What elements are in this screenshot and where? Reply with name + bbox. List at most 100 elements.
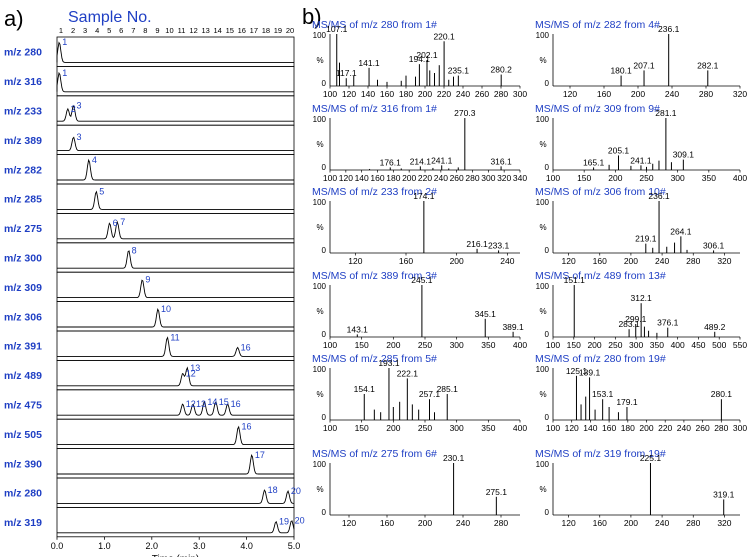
x-tick-label: 320 [497,173,511,183]
spectrum-title: MS/MS of m/z 316 from 1# [312,103,437,115]
peak-mass-label: 275.1 [486,487,508,497]
y-axis-unit: % [539,307,546,316]
spectrum-title: MS/MS of m/z 233 from 2# [312,186,437,198]
peak-mass-label: 143.1 [347,324,369,334]
spectrum-title: MS/MS of m/z 285 from 5# [312,353,437,365]
mz-row-label: m/z 316 [4,76,42,88]
peak-mass-label: 236.1 [658,24,680,34]
y-axis-unit: % [316,56,323,65]
x-tick-label: 160 [602,423,616,433]
peak-mass-label: 107.1 [326,24,348,34]
x-tick-label: 160 [399,256,413,266]
spectrum-title: MS/MS of m/z 309 from 9# [535,103,660,115]
x-tick-label: 260 [475,89,489,99]
sample-number-tick: 14 [214,26,222,35]
x-tick-label: 280 [699,89,713,99]
spectrum-title: MS/MS of m/z 282 from 4# [535,19,660,31]
peak-mass-label: 283.1 [618,319,640,329]
peak-mass-label: 233.1 [488,240,510,250]
peak-number-label: 16 [241,342,251,352]
mz-row-label: m/z 300 [4,253,42,265]
peak-number-label: 13 [196,399,206,409]
peak-number-label: 15 [219,397,229,407]
x-tick-label: 160 [380,518,394,528]
sample-number-tick: 19 [274,26,282,35]
y-tick-label: 0 [545,79,550,88]
peak-number-label: 13 [190,363,200,373]
x-tick-label: 320 [717,256,731,266]
x-tick-label: 200 [631,89,645,99]
peak-mass-label: 222.1 [397,368,419,378]
chromatogram-trace [57,190,294,210]
sample-number-tick: 2 [71,26,75,35]
x-tick-label: 260 [450,173,464,183]
x-tick-label: 160 [593,256,607,266]
x-tick-label: 140 [583,423,597,433]
x-tick-label: 120 [342,518,356,528]
x-tick-label: 300 [629,340,643,350]
x-tick-label: 180 [386,173,400,183]
x-tick-label: 120 [339,173,353,183]
x-tick-label: 300 [450,423,464,433]
y-tick-label: 0 [545,246,550,255]
peak-mass-label: 207.1 [633,60,655,70]
y-axis-unit: % [316,390,323,399]
x-tick-label: 200 [639,423,653,433]
chromatogram-trace [57,158,294,181]
peak-mass-label: 280.1 [711,389,733,399]
chromatogram-trace [57,489,295,504]
y-tick-label: 100 [536,282,550,291]
sample-number-tick: 9 [155,26,159,35]
x-tick-label: 320 [717,518,731,528]
x-tick-label: 280 [714,423,728,433]
peak-mass-label: 151.1 [564,275,586,285]
y-tick-label: 100 [536,460,550,469]
x-tick-label: 150 [567,340,581,350]
peak-number-label: 14 [207,397,217,407]
x-tick-label: 350 [481,423,495,433]
x-tick-label: 200 [418,518,432,528]
sample-number-tick: 18 [262,26,270,35]
spectrum-title: MS/MS of m/z 319 from 19# [535,448,666,460]
ms-spectrum: MS/MS of m/z 306 from 10#100 0% 120 160 200 2… [535,186,740,266]
time-axis-tick-label: 0.0 [51,541,64,551]
x-tick-label: 300 [733,423,747,433]
sample-number-tick: 7 [131,26,135,35]
y-tick-label: 100 [313,198,327,207]
peak-number-label: 12 [186,399,196,409]
x-tick-label: 200 [402,173,416,183]
y-tick-label: 0 [322,508,327,517]
x-tick-label: 250 [608,340,622,350]
x-tick-label: 260 [696,423,710,433]
mz-row-label: m/z 282 [4,164,42,176]
ms-spectrum: MS/MS of m/z 282 from 4#100 0% 120 160 200 24… [535,19,747,99]
peak-mass-label: 316.1 [490,156,512,166]
y-axis-unit: % [316,307,323,316]
peak-mass-label: 282.1 [697,60,719,70]
chromatogram-trace [57,336,294,357]
mz-row-label: m/z 475 [4,400,42,412]
peak-mass-label: 165.1 [583,157,605,167]
mz-row-label: m/z 309 [4,282,42,294]
peak-mass-label: 216.1 [466,239,488,249]
peak-number-label: 3 [76,101,81,111]
peak-mass-label: 389.1 [502,322,524,332]
spectrum-title: MS/MS of m/z 280 from 1# [312,19,437,31]
x-tick-label: 100 [323,340,337,350]
x-tick-label: 250 [418,423,432,433]
x-tick-label: 500 [712,340,726,350]
x-tick-label: 120 [561,518,575,528]
peak-number-label: 20 [295,515,305,525]
y-axis-unit: % [539,56,546,65]
chromatogram-trace [57,520,295,534]
peak-mass-label: 241.1 [630,155,652,165]
sample-number-tick: 5 [107,26,111,35]
sample-number-tick: 16 [238,26,246,35]
peak-mass-label: 235.1 [448,66,470,76]
peak-number-label: 1 [62,68,67,78]
x-tick-label: 240 [655,256,669,266]
y-tick-label: 100 [536,115,550,124]
peak-mass-label: 141.1 [358,58,380,68]
x-tick-label: 160 [380,89,394,99]
